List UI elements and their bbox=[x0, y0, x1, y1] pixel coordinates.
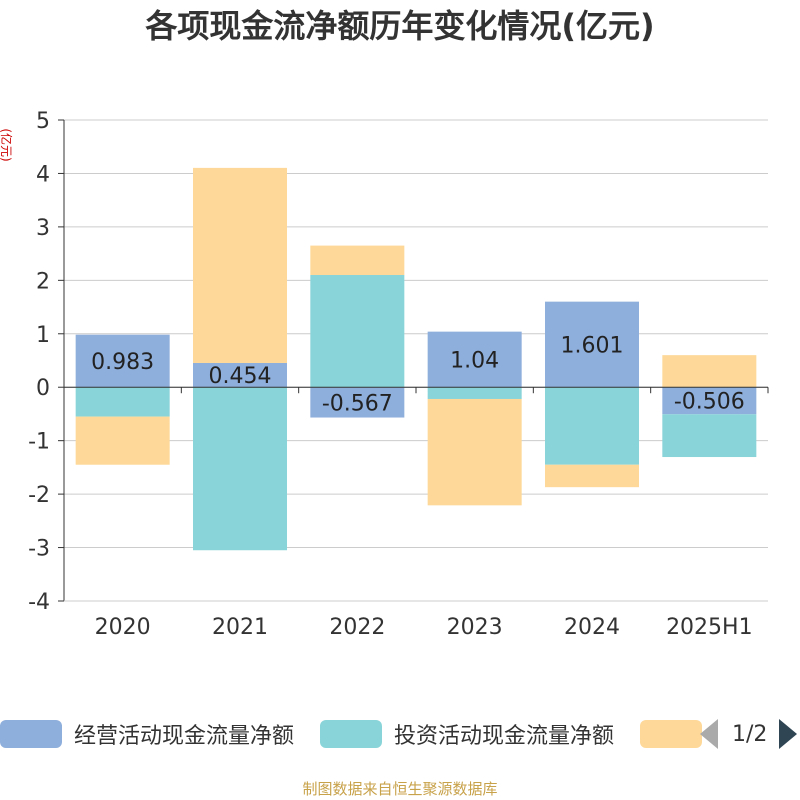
y-tick-label: 1 bbox=[36, 323, 50, 348]
legend-swatch-operating bbox=[0, 720, 62, 748]
legend-pager: 1/2 bbox=[700, 712, 798, 756]
x-tick-label: 2025H1 bbox=[666, 615, 753, 640]
legend-prev-arrow-icon[interactable] bbox=[700, 719, 718, 749]
bar-2021-series-0[interactable] bbox=[193, 362, 287, 388]
y-tick-label: 3 bbox=[36, 216, 50, 241]
x-tick-label: 2022 bbox=[329, 615, 385, 640]
legend-swatch-investing bbox=[320, 720, 382, 748]
bars bbox=[75, 167, 757, 551]
bar-2025H1-series-1[interactable] bbox=[662, 414, 757, 458]
legend-label-investing: 投资活动现金流量净额 bbox=[394, 724, 615, 749]
y-tick-label: 4 bbox=[36, 162, 50, 187]
bar-2022-series-1[interactable] bbox=[310, 274, 405, 388]
y-tick-label: 0 bbox=[36, 376, 50, 401]
bar-2024-series-1[interactable] bbox=[545, 387, 639, 465]
data-label: 0.454 bbox=[209, 364, 272, 389]
bar-2023-series-0[interactable] bbox=[427, 331, 522, 388]
y-tick-label: -1 bbox=[28, 430, 50, 455]
bar-2021-series-2[interactable] bbox=[193, 167, 287, 363]
x-tick-label: 2020 bbox=[95, 615, 151, 640]
y-tick-label: -4 bbox=[28, 590, 50, 615]
bar-2025H1-series-0[interactable] bbox=[662, 387, 757, 415]
bar-2025H1-series-2[interactable] bbox=[662, 355, 757, 388]
stacked-bar-chart: 5 4 3 2 1 0 -1 -2 -3 -4 2020 2021 2022 2023 2024 2025H1… bbox=[28, 109, 769, 640]
data-labels: 0.983 0.454 -0.567 1.04 1.601 -0.506 bbox=[91, 333, 745, 416]
bar-2020-series-2[interactable] bbox=[75, 416, 170, 465]
chart-title: 各项现金流净额历年变化情况(亿元) bbox=[145, 7, 655, 45]
y-tick-label: -3 bbox=[28, 537, 50, 562]
bar-2022-series-2[interactable] bbox=[310, 245, 405, 275]
data-label: -0.567 bbox=[322, 391, 393, 416]
bar-2020-series-0[interactable] bbox=[75, 334, 170, 388]
axes: 5 4 3 2 1 0 -1 -2 -3 -4 2020 2021 2022 2023 2024 2025H1 bbox=[28, 109, 769, 640]
bar-2023-series-1[interactable] bbox=[427, 387, 522, 399]
x-tick-label: 2021 bbox=[212, 615, 268, 640]
legend-item-financing[interactable] bbox=[640, 712, 702, 756]
legend-item-investing[interactable]: 投资活动现金流量净额 bbox=[320, 712, 614, 756]
data-label: -0.506 bbox=[674, 390, 745, 415]
legend-page-indicator: 1/2 bbox=[732, 721, 768, 747]
legend-label-operating: 经营活动现金流量净额 bbox=[74, 724, 295, 749]
bar-2023-series-2[interactable] bbox=[427, 398, 522, 506]
legend-item-operating[interactable]: 经营活动现金流量净额 bbox=[0, 712, 294, 756]
bar-2022-series-0[interactable] bbox=[310, 387, 405, 418]
legend-swatch-financing bbox=[640, 720, 702, 748]
bar-2024-series-2[interactable] bbox=[545, 464, 639, 488]
y-tick-label: 2 bbox=[36, 269, 50, 294]
legend-next-arrow-icon[interactable] bbox=[779, 719, 798, 749]
y-tick-label: -2 bbox=[28, 483, 50, 508]
legend: 经营活动现金流量净额 投资活动现金流量净额 1/2 bbox=[0, 712, 800, 756]
bar-2021-series-1[interactable] bbox=[193, 387, 287, 551]
x-tick-label: 2023 bbox=[447, 615, 503, 640]
y-tick-label: 5 bbox=[36, 109, 50, 134]
bar-2024-series-0[interactable] bbox=[545, 301, 639, 388]
data-label: 0.983 bbox=[91, 350, 154, 375]
source-note: 制图数据来自恒生聚源数据库 bbox=[302, 780, 498, 798]
data-label: 1.601 bbox=[561, 333, 624, 358]
bar-2020-series-1[interactable] bbox=[75, 387, 170, 417]
x-tick-label: 2024 bbox=[564, 615, 620, 640]
data-label: 1.04 bbox=[450, 348, 499, 373]
